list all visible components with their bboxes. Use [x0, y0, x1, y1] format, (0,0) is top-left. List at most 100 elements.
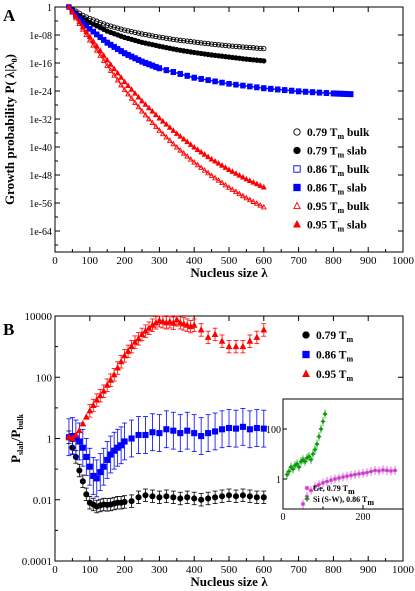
text-part: slab	[344, 146, 367, 158]
data-point-a	[118, 26, 124, 32]
data-point-a	[174, 37, 180, 43]
inset-data-point	[312, 447, 318, 452]
y-tick-label-b: 10000	[25, 311, 53, 323]
y-tick-label-a: 1e-64	[29, 227, 52, 238]
data-point-a	[191, 143, 198, 150]
data-point-b	[149, 429, 156, 436]
inset-data-point	[286, 469, 292, 474]
x-tick-label-b: 0	[52, 564, 58, 576]
data-point-b	[142, 327, 149, 334]
data-point-a	[219, 80, 225, 86]
data-point-b	[121, 438, 128, 445]
text-part: 0.79 T	[307, 146, 338, 158]
data-point-a	[233, 43, 239, 50]
data-point-b	[198, 496, 205, 503]
inset-legend-label: Ge, 0.79 Tm	[313, 484, 355, 496]
inset-data-point	[308, 457, 314, 462]
data-point-b	[93, 475, 100, 482]
data-point-a	[257, 45, 263, 52]
data-point-a	[195, 39, 201, 46]
inset-data-point	[348, 473, 354, 478]
data-point-a	[295, 89, 302, 95]
legend-label-b: 0.95 Tm	[316, 369, 353, 383]
legend-label-a: 0.95 Tm bulk	[307, 201, 370, 215]
data-point-a	[149, 119, 156, 126]
y-tick-label-a: 1e-16	[29, 59, 52, 70]
inset-data-point	[322, 411, 328, 417]
legend-marker-a	[293, 128, 301, 136]
inset-x-tick-label: 0	[281, 512, 286, 523]
data-point-a	[118, 74, 125, 80]
data-point-a	[229, 168, 236, 174]
text-part: Si (S-W), 0.86 T	[313, 495, 368, 504]
data-point-b	[246, 493, 253, 500]
data-point-b	[225, 424, 233, 432]
data-point-a	[257, 201, 264, 208]
data-point-a	[160, 35, 166, 41]
inset-legend-marker	[304, 496, 310, 502]
text-part: bulk	[344, 201, 370, 213]
inset-data-point	[304, 494, 310, 499]
legend-marker-b	[302, 369, 310, 378]
data-point-a	[260, 203, 267, 210]
data-point-b	[76, 438, 83, 445]
data-point-a	[90, 38, 97, 44]
data-point-a	[254, 45, 260, 51]
inset-data-point	[340, 474, 346, 480]
data-point-b	[184, 494, 191, 501]
data-point-a	[170, 69, 176, 76]
subscript: m	[346, 335, 353, 344]
data-point-a	[219, 42, 225, 48]
inset-data-point	[368, 469, 374, 474]
inset-data-point	[318, 426, 324, 432]
data-point-a	[226, 81, 232, 87]
text-part: P	[8, 455, 23, 463]
data-point-b	[135, 494, 142, 501]
data-point-b	[76, 426, 83, 434]
x-axis-label-b: Nucleus size λ	[190, 574, 268, 589]
legend-label-a: 0.95 Tm slab	[307, 220, 367, 234]
inset-series-1	[284, 409, 328, 479]
data-point-a	[257, 182, 264, 188]
data-point-a	[302, 89, 309, 95]
data-point-b	[253, 494, 260, 501]
inset-data-point	[294, 461, 300, 467]
text-part: slab	[344, 183, 367, 195]
data-point-a	[208, 41, 215, 47]
panel-b: B0 100 200 300 400 500 600 700 800 900 10000.00010…	[3, 311, 415, 589]
data-point-a	[163, 121, 170, 127]
data-point-a	[212, 157, 219, 164]
x-tick-label-a: 0	[52, 255, 58, 267]
data-point-a	[205, 153, 212, 160]
inset-data-point	[312, 484, 318, 489]
y-tick-label-b: 100	[36, 372, 53, 384]
data-point-a	[198, 148, 205, 155]
data-point-a	[156, 114, 163, 121]
data-point-a	[86, 33, 93, 39]
data-point-a	[288, 88, 295, 94]
panel-label-a: A	[3, 6, 16, 25]
legend-label-a: 0.79 Tm bulk	[307, 127, 370, 141]
data-point-a	[94, 32, 100, 38]
data-point-a	[282, 87, 288, 94]
data-point-a	[261, 85, 267, 92]
data-point-a	[163, 35, 170, 41]
data-point-a	[243, 44, 250, 50]
data-point-b	[159, 317, 167, 325]
y-tick-label-a: 1	[47, 3, 52, 14]
legend-marker-a	[293, 201, 301, 210]
inset-data-point	[284, 472, 290, 477]
data-point-a	[104, 56, 111, 63]
x-tick-label-b: 1000	[392, 564, 415, 576]
y-tick-label-a: 1e-40	[29, 143, 52, 154]
data-point-b	[246, 426, 253, 433]
data-point-a	[260, 183, 267, 190]
inset-data-point	[300, 501, 306, 507]
data-point-b	[89, 401, 97, 408]
x-tick-label-a: 100	[82, 255, 99, 267]
inset-data-point	[290, 466, 296, 472]
data-point-b	[170, 494, 177, 501]
data-point-a	[219, 179, 225, 186]
